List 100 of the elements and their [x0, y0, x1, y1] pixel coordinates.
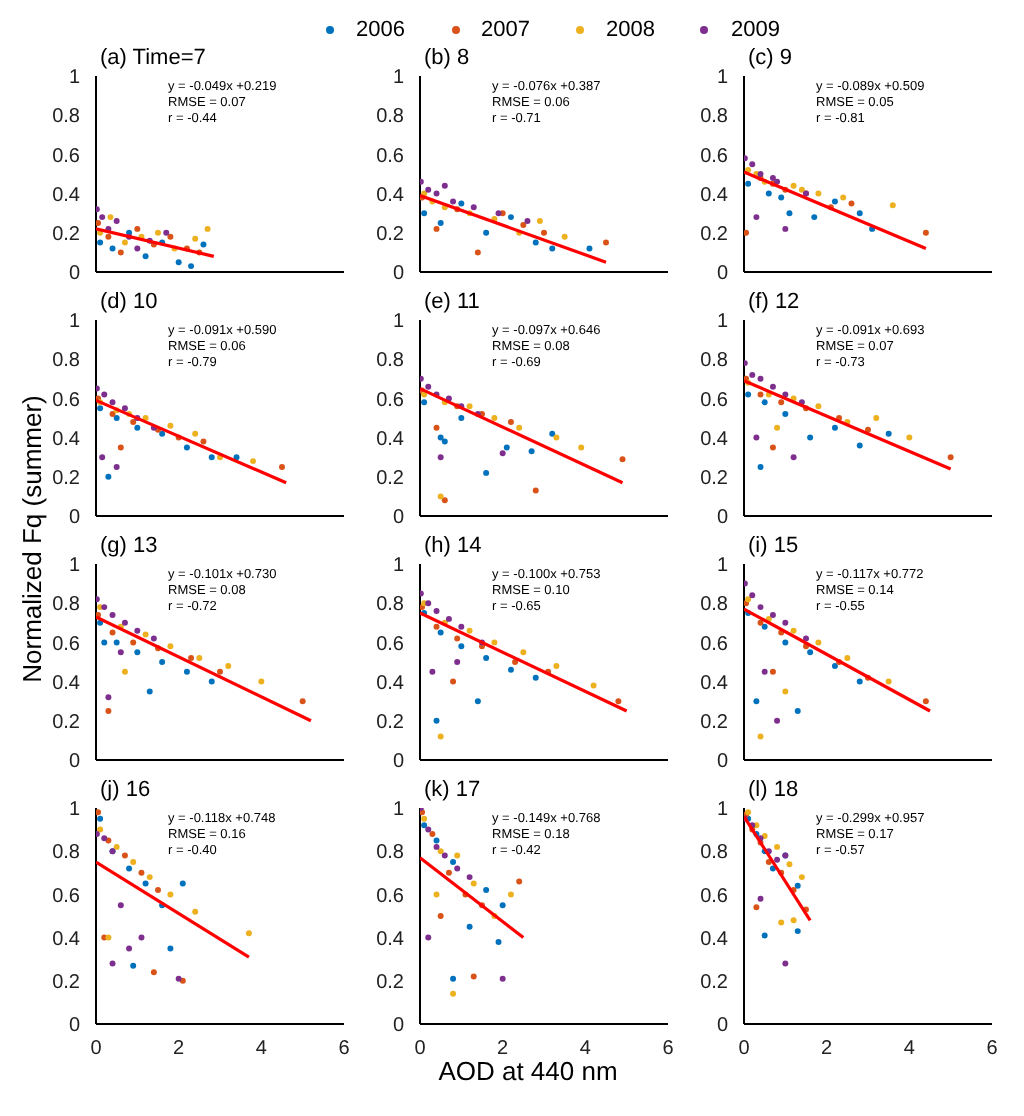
y-tick-label: 0.2 — [376, 467, 405, 490]
legend-label: 2006 — [356, 18, 406, 42]
x-tick-label: 6 — [986, 1038, 999, 1061]
y-tick-label: 1 — [392, 555, 405, 578]
y-tick-label: 0.2 — [52, 971, 81, 994]
x-tick-label: 4 — [579, 1038, 592, 1061]
y-tick-label: 0.8 — [700, 594, 729, 617]
chart-title: (j) 16 — [100, 778, 151, 802]
y-tick-label: 0 — [392, 263, 405, 286]
y-tick-label: 0 — [392, 507, 405, 530]
y-tick-label: 1 — [716, 555, 729, 578]
y-tick-label: 0 — [68, 263, 81, 286]
y-tick-label: 0.8 — [52, 842, 81, 865]
x-axis-title: AOD at 440 nm — [438, 1056, 618, 1086]
x-tick-label: 0 — [738, 1038, 751, 1061]
y-tick-label: 0 — [716, 1015, 729, 1038]
y-tick-label: 0.8 — [376, 842, 405, 865]
y-tick-label: 1 — [392, 799, 405, 822]
y-tick-label: 1 — [68, 555, 81, 578]
y-tick-label: 0.4 — [376, 928, 405, 951]
x-tick-label: 0 — [414, 1038, 427, 1061]
y-tick-label: 0.2 — [700, 971, 729, 994]
y-tick-label: 0.6 — [700, 389, 729, 412]
y-tick-label: 0.4 — [376, 184, 405, 207]
y-tick-label: 1 — [68, 799, 81, 822]
x-tick-label: 2 — [821, 1038, 834, 1061]
y-tick-label: 0.6 — [52, 145, 81, 168]
y-tick-label: 0 — [716, 751, 729, 774]
y-tick-label: 0.2 — [52, 223, 81, 246]
y-tick-label: 0.2 — [52, 711, 81, 734]
legend-label: 2008 — [606, 18, 655, 42]
y-tick-label: 0.8 — [52, 106, 81, 129]
y-tick-label: 0.6 — [700, 145, 729, 168]
chart-title: (f) 12 — [748, 290, 800, 314]
y-tick-label: 1 — [716, 799, 729, 822]
y-tick-label: 0.8 — [700, 106, 729, 129]
y-tick-label: 0.6 — [700, 885, 729, 908]
chart-title: (c) 9 — [748, 46, 792, 70]
legend-label: 2007 — [481, 18, 530, 42]
y-tick-label: 0.4 — [52, 928, 81, 951]
y-tick-label: 0.4 — [700, 184, 729, 207]
y-tick-label: 0.8 — [376, 594, 405, 617]
y-tick-label: 0.6 — [376, 389, 405, 412]
y-tick-label: 0.2 — [700, 711, 729, 734]
y-tick-label: 0 — [716, 507, 729, 530]
chart-title: (h) 14 — [424, 534, 482, 558]
chart-title: (a) Time=7 — [100, 46, 206, 70]
y-tick-label: 0.8 — [700, 842, 729, 865]
chart-title: (b) 8 — [424, 46, 470, 70]
y-tick-label: 0 — [68, 751, 81, 774]
chart-title: (g) 13 — [100, 534, 158, 558]
y-tick-label: 0.8 — [52, 594, 81, 617]
y-tick-label: 0.4 — [376, 672, 405, 695]
y-tick-label: 0.4 — [376, 428, 405, 451]
x-tick-label: 0 — [90, 1038, 103, 1061]
y-tick-label: 0.2 — [700, 223, 729, 246]
y-tick-label: 1 — [716, 311, 729, 334]
x-tick-label: 4 — [903, 1038, 916, 1061]
y-tick-label: 0.4 — [52, 428, 81, 451]
x-tick-label: 4 — [255, 1038, 268, 1061]
y-tick-label: 0.8 — [700, 350, 729, 373]
y-tick-label: 0.2 — [700, 467, 729, 490]
y-tick-label: 0 — [68, 1015, 81, 1038]
y-tick-label: 0.2 — [52, 467, 81, 490]
y-tick-label: 0.6 — [376, 633, 405, 656]
y-tick-label: 0.8 — [376, 350, 405, 373]
y-tick-label: 0.6 — [376, 145, 405, 168]
y-tick-label: 1 — [716, 67, 729, 90]
y-tick-label: 0.4 — [700, 672, 729, 695]
chart-title: (k) 17 — [424, 778, 481, 802]
y-tick-label: 0.6 — [52, 389, 81, 412]
y-tick-label: 1 — [392, 67, 405, 90]
chart-title: (d) 10 — [100, 290, 158, 314]
x-tick-label: 6 — [338, 1038, 351, 1061]
y-tick-label: 0.6 — [700, 633, 729, 656]
y-tick-label: 0.4 — [700, 928, 729, 951]
y-axis-title: Normalized Fq (summer) — [17, 395, 47, 683]
y-tick-label: 0.8 — [52, 350, 81, 373]
y-tick-label: 0.4 — [52, 184, 81, 207]
chart-title: (l) 18 — [748, 778, 799, 802]
chart-title: (i) 15 — [748, 534, 799, 558]
y-tick-label: 0.4 — [52, 672, 81, 695]
legend-label: 2009 — [730, 18, 780, 42]
y-tick-label: 1 — [68, 67, 81, 90]
y-tick-label: 0.6 — [376, 885, 405, 908]
y-tick-label: 0.8 — [376, 106, 405, 129]
x-tick-label: 2 — [497, 1038, 510, 1061]
y-tick-label: 0 — [68, 507, 81, 530]
y-tick-label: 0 — [716, 263, 729, 286]
y-tick-label: 0 — [392, 751, 405, 774]
y-tick-label: 0.2 — [376, 971, 405, 994]
y-tick-label: 0.2 — [376, 223, 405, 246]
y-tick-label: 0.6 — [52, 885, 81, 908]
x-tick-label: 2 — [173, 1038, 186, 1061]
chart-title: (e) 11 — [424, 290, 480, 314]
y-tick-label: 0.6 — [52, 633, 81, 656]
y-tick-label: 0.4 — [700, 428, 729, 451]
x-tick-label: 6 — [662, 1038, 675, 1061]
y-tick-label: 0.2 — [376, 711, 405, 734]
y-tick-label: 0 — [392, 1015, 405, 1038]
